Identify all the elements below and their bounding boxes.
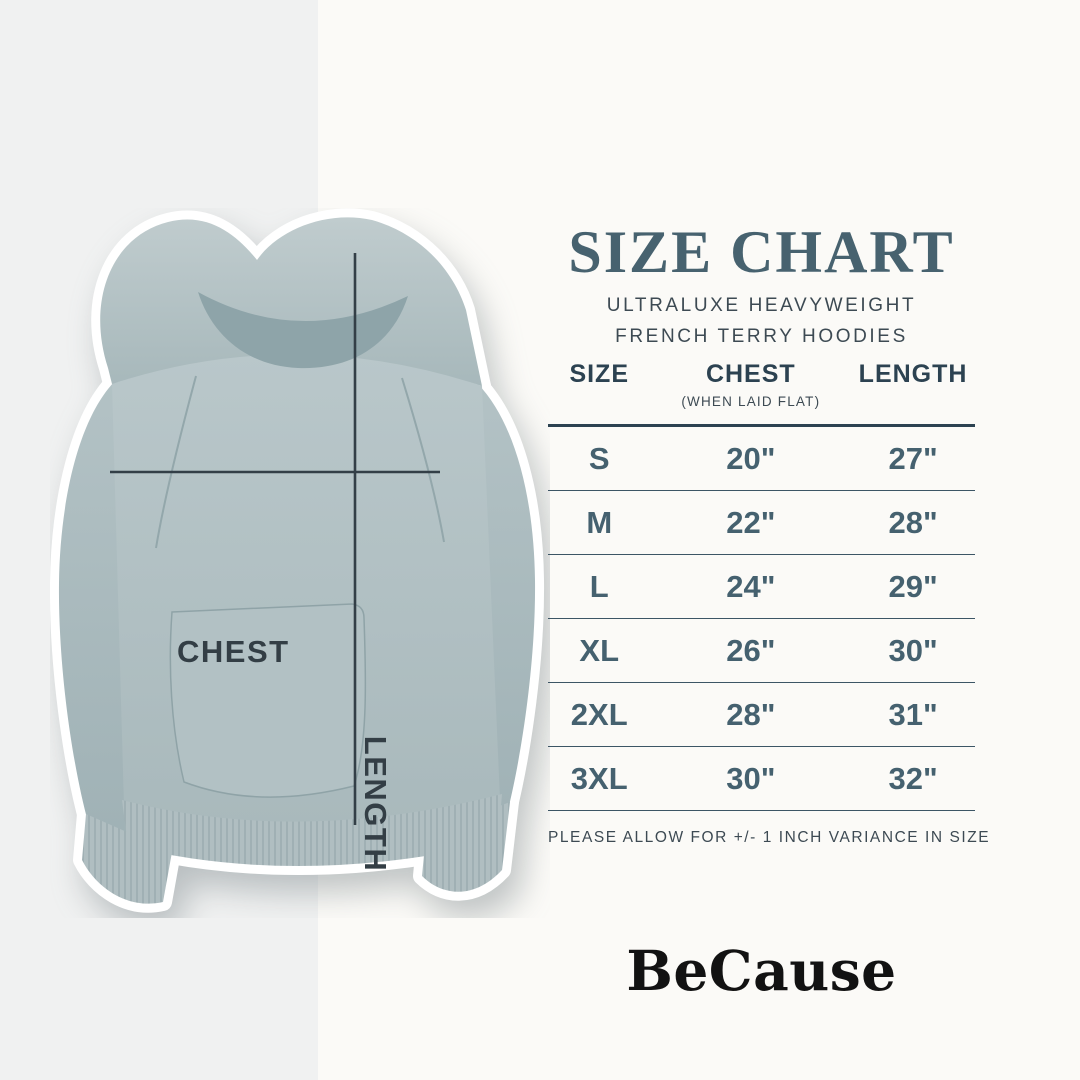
raglan-seam-right xyxy=(401,377,445,543)
table-row: XL 26" 30" xyxy=(548,619,975,683)
size-chart-panel: SIZE CHART ULTRALUXE HEAVYWEIGHT FRENCH … xyxy=(548,0,991,1080)
table-row: M 22" 28" xyxy=(548,491,975,555)
hoodie-photo: CHEST LENGTH xyxy=(50,208,550,918)
hood xyxy=(100,217,482,386)
measurement-lines xyxy=(110,253,440,825)
header-chest: CHEST (WHEN LAID FLAT) xyxy=(650,360,851,409)
cell-length: 28" xyxy=(888,504,938,540)
table-row: L 24" 29" xyxy=(548,555,975,619)
subtitle-line-1: ULTRALUXE HEAVYWEIGHT xyxy=(606,295,917,316)
cell-size: XL xyxy=(579,632,620,668)
hoodie-body xyxy=(58,217,536,904)
kangaroo-pocket xyxy=(169,603,367,798)
header-chest-note: (WHEN LAID FLAT) xyxy=(681,394,821,409)
header-length: LENGTH xyxy=(858,360,968,388)
chest-measurement-label: CHEST xyxy=(177,634,290,669)
cell-length: 32" xyxy=(888,760,938,796)
brand-logo: BeCause xyxy=(626,938,897,1003)
hoodie-illustration xyxy=(50,208,545,913)
cell-length: 30" xyxy=(888,632,938,668)
table-row: S 20" 27" xyxy=(548,427,975,491)
table-body: S 20" 27" M 22" 28" L 24" 29" XL 26" xyxy=(548,427,975,811)
cell-size: L xyxy=(589,568,609,604)
table-row: 2XL 28" 31" xyxy=(548,683,975,747)
cell-chest: 22" xyxy=(726,504,776,540)
raglan-seam-left xyxy=(155,375,197,549)
cell-chest: 26" xyxy=(726,632,776,668)
cell-size: M xyxy=(586,504,613,540)
cell-length: 31" xyxy=(888,696,938,732)
cell-size: 3XL xyxy=(570,760,628,796)
length-measurement-label: LENGTH xyxy=(358,735,393,873)
table-header-row: SIZE CHEST (WHEN LAID FLAT) LENGTH xyxy=(548,357,975,427)
cell-chest: 30" xyxy=(726,760,776,796)
size-table: SIZE CHEST (WHEN LAID FLAT) LENGTH S 20"… xyxy=(548,357,975,811)
subtitle: ULTRALUXE HEAVYWEIGHT FRENCH TERRY HOODI… xyxy=(548,290,975,352)
header-size: SIZE xyxy=(569,360,630,388)
cell-chest: 20" xyxy=(726,440,776,476)
page-title: SIZE CHART xyxy=(568,219,955,285)
cell-chest: 24" xyxy=(726,568,776,604)
cell-size: S xyxy=(588,440,610,476)
subtitle-line-2: FRENCH TERRY HOODIES xyxy=(615,326,908,347)
cell-length: 27" xyxy=(888,440,938,476)
variance-footnote: PLEASE ALLOW FOR +/- 1 INCH VARIANCE IN … xyxy=(548,829,991,846)
table-row: 3XL 30" 32" xyxy=(548,747,975,811)
cell-chest: 28" xyxy=(726,696,776,732)
cell-length: 29" xyxy=(888,568,938,604)
cell-size: 2XL xyxy=(570,696,628,732)
